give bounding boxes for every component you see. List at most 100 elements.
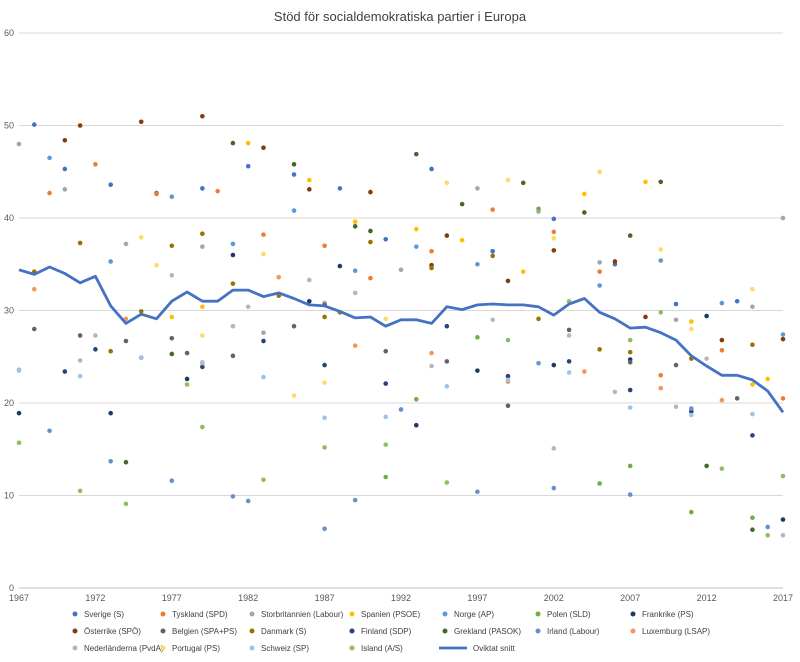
- data-point: [276, 274, 282, 280]
- data-point: [184, 350, 190, 356]
- data-point: [413, 244, 419, 249]
- legend-marker: [160, 645, 166, 651]
- legend-label: Schweiz (SP): [261, 644, 309, 653]
- data-point: [780, 517, 786, 522]
- data-point: [673, 404, 679, 410]
- legend-label: Oviktat snitt: [473, 644, 516, 653]
- data-point: [551, 236, 557, 241]
- data-point: [184, 376, 190, 382]
- data-point: [383, 381, 389, 386]
- data-point: [780, 396, 786, 401]
- data-point: [505, 373, 511, 379]
- data-point: [77, 358, 83, 363]
- data-point: [689, 412, 694, 418]
- data-point: [93, 333, 98, 338]
- data-point: [261, 330, 266, 336]
- legend-label: Portugal (PS): [172, 644, 220, 653]
- data-point: [413, 151, 419, 157]
- legend-marker: [630, 628, 636, 634]
- data-point: [138, 119, 144, 125]
- data-point: [490, 207, 495, 212]
- data-point: [77, 333, 83, 338]
- data-point: [138, 355, 144, 360]
- x-tick-label: 1982: [238, 593, 258, 603]
- legend-marker: [249, 611, 255, 617]
- data-point: [536, 206, 541, 212]
- data-point: [200, 364, 205, 370]
- data-point: [780, 332, 786, 337]
- data-point: [673, 362, 679, 368]
- data-point: [200, 113, 205, 119]
- data-point: [444, 233, 450, 238]
- data-point: [291, 208, 297, 213]
- data-point: [307, 298, 312, 304]
- x-tick-label: 1992: [391, 593, 411, 603]
- y-tick-label: 40: [4, 213, 14, 223]
- legend-marker: [349, 645, 355, 651]
- data-point: [658, 179, 664, 185]
- data-point: [352, 497, 358, 503]
- data-point: [383, 442, 389, 447]
- data-point: [429, 350, 434, 356]
- legend-label: Luxemburg (LSAP): [642, 627, 710, 636]
- data-point: [536, 360, 541, 366]
- data-point: [230, 281, 236, 286]
- data-point: [505, 377, 511, 383]
- data-point: [551, 248, 557, 253]
- legend-marker: [535, 628, 541, 634]
- data-point: [413, 397, 419, 402]
- data-point: [47, 428, 52, 434]
- data-point: [444, 323, 450, 329]
- data-point: [398, 407, 404, 412]
- data-point: [31, 326, 37, 332]
- data-point: [459, 237, 465, 243]
- data-point: [200, 304, 205, 310]
- data-point: [658, 310, 664, 315]
- legend-label: Norge (AP): [454, 610, 494, 619]
- data-point: [475, 186, 480, 191]
- data-point: [627, 337, 633, 343]
- data-point: [520, 180, 526, 186]
- data-point: [780, 336, 786, 342]
- data-point: [704, 313, 709, 319]
- data-point: [62, 369, 68, 374]
- data-point: [108, 410, 113, 416]
- legend: Sverige (S) Tyskland (SPD) Storbritannien …: [72, 610, 710, 653]
- axes: 0 10 20 30 40 50 60 1967 1972 1977 1982 1987 1992 199…: [4, 28, 793, 603]
- data-point: [505, 337, 511, 343]
- data-point: [383, 236, 389, 242]
- legend-marker: [72, 645, 78, 651]
- x-tick-label: 2012: [697, 593, 717, 603]
- data-point: [734, 396, 740, 401]
- data-point: [169, 335, 175, 341]
- data-point: [138, 309, 144, 314]
- legend-marker: [160, 611, 166, 617]
- data-point: [643, 179, 648, 185]
- data-point: [429, 265, 434, 271]
- data-point: [230, 353, 236, 359]
- data-point: [307, 177, 312, 183]
- data-point: [719, 337, 725, 343]
- data-point: [627, 387, 633, 393]
- data-point: [31, 286, 37, 292]
- data-point: [398, 267, 404, 273]
- data-point: [551, 446, 557, 451]
- data-point: [261, 232, 266, 237]
- data-point: [658, 247, 664, 252]
- data-point: [490, 317, 495, 323]
- data-point: [245, 140, 251, 146]
- data-point: [704, 463, 709, 469]
- data-point: [352, 268, 358, 274]
- data-point: [123, 338, 129, 344]
- data-point: [627, 405, 633, 410]
- data-point: [291, 393, 297, 398]
- data-point: [16, 368, 22, 373]
- legend-marker: [249, 628, 255, 634]
- data-point: [597, 169, 602, 175]
- data-point: [77, 373, 83, 379]
- data-point: [627, 463, 633, 469]
- data-point: [230, 241, 236, 247]
- data-point: [444, 480, 450, 485]
- x-tick-label: 2017: [773, 593, 793, 603]
- data-point: [138, 235, 144, 240]
